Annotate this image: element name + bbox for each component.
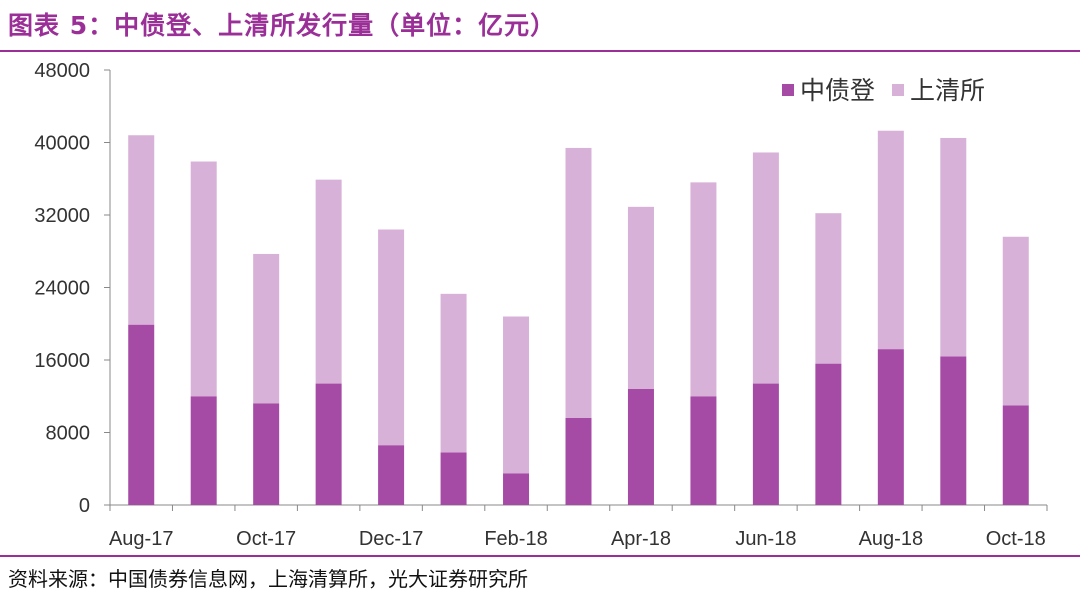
bar-segment-shangqingsuo: [440, 293, 467, 453]
x-tick-label: Aug-17: [109, 528, 174, 550]
legend: 中债登 上清所: [782, 77, 985, 105]
y-tick-label: 48000: [34, 60, 90, 82]
bar-segment-shangqingsuo: [253, 253, 280, 404]
y-tick-label: 16000: [34, 350, 90, 372]
footer-divider: [0, 555, 1080, 557]
bar-segment-shangqingsuo: [565, 147, 592, 418]
bar-segment-zhongzhaideng: [940, 356, 967, 505]
chart-title: 图表 5：中债登、上清所发行量（单位：亿元）: [8, 11, 557, 40]
bar-segment-shangqingsuo: [503, 316, 530, 474]
bar-segment-zhongzhaideng: [315, 383, 342, 505]
stacked-bar-chart: 0 8000 16000 24000 32000 40000 48000 Aug-17 Oct…: [34, 60, 1048, 550]
x-tick-label: Apr-18: [611, 528, 671, 550]
bar-segment-shangqingsuo: [752, 152, 779, 384]
x-tick-label: Feb-18: [484, 528, 547, 550]
bar-segment-zhongzhaideng: [253, 403, 280, 505]
bar-segment-zhongzhaideng: [503, 473, 530, 505]
x-tick-label: Oct-17: [236, 528, 296, 550]
legend-swatch: [782, 84, 794, 96]
y-tick-label: 8000: [46, 423, 91, 445]
bar-segment-shangqingsuo: [815, 213, 842, 364]
y-tick-label: 24000: [34, 278, 90, 300]
y-tick-label: 0: [79, 495, 90, 517]
bar-segment-zhongzhaideng: [1002, 405, 1029, 505]
bar-segment-shangqingsuo: [940, 137, 967, 357]
y-tick-label: 40000: [34, 133, 90, 155]
title-divider: [0, 50, 1080, 52]
y-axis: 0 8000 16000 24000 32000 40000 48000: [34, 60, 111, 517]
bar-segment-zhongzhaideng: [128, 324, 155, 505]
source-note: 资料来源：中国债券信息网，上海清算所，光大证券研究所: [8, 567, 528, 591]
bar-segment-shangqingsuo: [627, 206, 654, 389]
bars: [128, 130, 1029, 505]
x-tick-label: Jun-18: [735, 528, 796, 550]
bar-segment-shangqingsuo: [877, 130, 904, 350]
bar-segment-zhongzhaideng: [815, 363, 842, 505]
bar-segment-zhongzhaideng: [440, 452, 467, 505]
x-tick-label: Oct-18: [986, 528, 1046, 550]
x-axis: Aug-17 Oct-17 Dec-17 Feb-18 Apr-18 Jun-18 Aug-…: [109, 504, 1048, 550]
legend-item-zhongzhaideng: 中债登: [800, 77, 875, 105]
bar-segment-shangqingsuo: [128, 135, 155, 325]
bar-segment-shangqingsuo: [1002, 236, 1029, 406]
bar-segment-zhongzhaideng: [378, 445, 405, 505]
bar-segment-zhongzhaideng: [752, 383, 779, 505]
bar-segment-zhongzhaideng: [190, 396, 217, 505]
legend-swatch: [892, 84, 904, 96]
bar-segment-shangqingsuo: [315, 179, 342, 384]
bar-segment-shangqingsuo: [690, 182, 717, 397]
legend-item-shangqingsuo: 上清所: [910, 77, 985, 105]
bar-segment-zhongzhaideng: [565, 418, 592, 505]
bar-segment-zhongzhaideng: [627, 389, 654, 505]
y-tick-label: 32000: [34, 205, 90, 227]
bar-segment-shangqingsuo: [190, 161, 217, 397]
bar-segment-shangqingsuo: [378, 229, 405, 446]
x-tick-label: Dec-17: [359, 528, 423, 550]
bar-segment-zhongzhaideng: [877, 349, 904, 505]
bar-segment-zhongzhaideng: [690, 396, 717, 505]
x-tick-label: Aug-18: [859, 528, 924, 550]
